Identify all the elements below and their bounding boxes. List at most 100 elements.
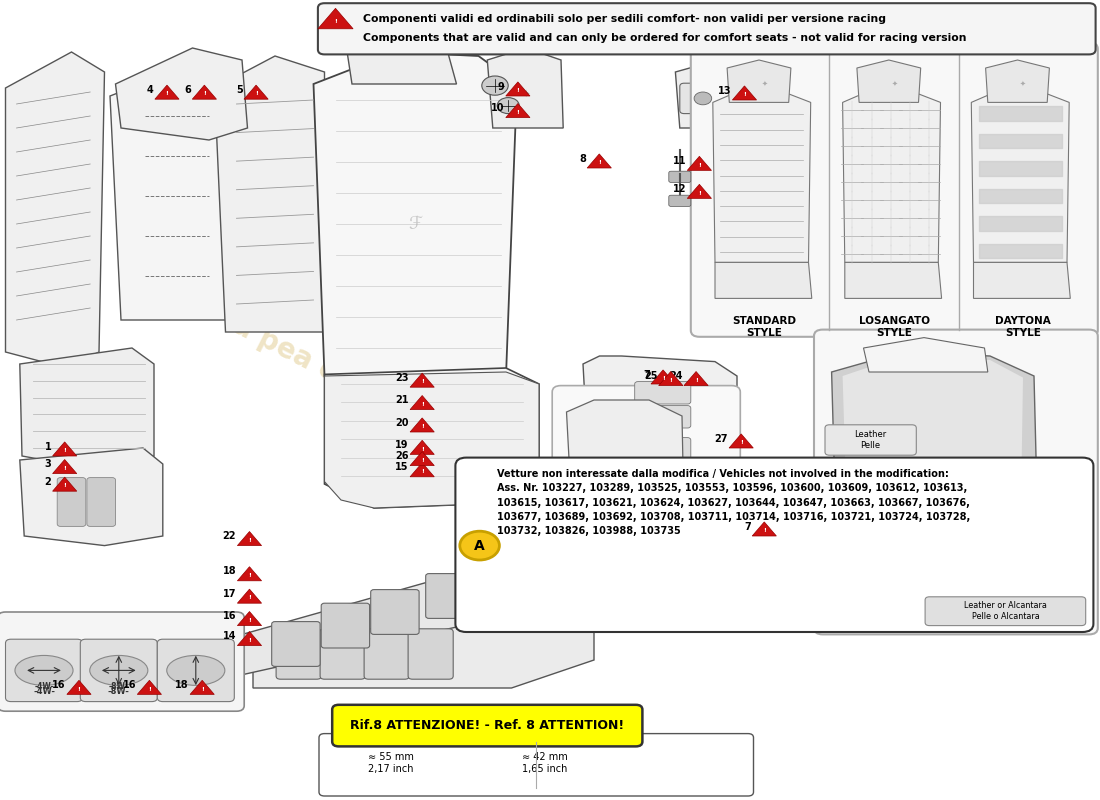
Polygon shape [410, 418, 435, 432]
Polygon shape [715, 262, 812, 298]
FancyBboxPatch shape [332, 705, 642, 746]
Text: 12: 12 [672, 184, 686, 194]
FancyBboxPatch shape [455, 458, 1093, 632]
Text: 20: 20 [395, 418, 409, 427]
FancyBboxPatch shape [635, 438, 691, 460]
Polygon shape [110, 64, 226, 320]
Text: 5: 5 [236, 85, 243, 95]
Text: !: ! [516, 88, 519, 93]
Text: -8W-: -8W- [108, 687, 130, 696]
Text: -4W-: -4W- [34, 682, 54, 691]
Text: 23: 23 [395, 373, 409, 383]
Polygon shape [727, 60, 791, 102]
Text: 3: 3 [45, 459, 52, 469]
Polygon shape [238, 531, 262, 546]
Text: Leather or Alcantara
Pelle o Alcantara: Leather or Alcantara Pelle o Alcantara [964, 602, 1047, 621]
FancyBboxPatch shape [814, 330, 1098, 634]
Text: !: ! [334, 18, 337, 23]
Text: !: ! [248, 618, 251, 622]
FancyBboxPatch shape [6, 639, 82, 702]
Text: !: ! [200, 686, 204, 691]
Polygon shape [843, 356, 1023, 520]
Polygon shape [864, 338, 988, 372]
Text: 14: 14 [222, 631, 236, 642]
Polygon shape [236, 560, 588, 676]
Polygon shape [253, 576, 594, 688]
Text: Leather
Pelle: Leather Pelle [854, 430, 887, 450]
Text: !: ! [248, 638, 251, 642]
Polygon shape [314, 52, 517, 376]
Polygon shape [238, 631, 262, 646]
Text: !: ! [739, 440, 742, 445]
Polygon shape [506, 103, 530, 118]
Text: 11: 11 [672, 156, 686, 166]
Text: -4W-: -4W- [33, 687, 55, 696]
Text: 15: 15 [395, 462, 409, 472]
Polygon shape [733, 86, 757, 100]
FancyBboxPatch shape [635, 406, 691, 428]
Text: !: ! [202, 91, 206, 96]
FancyBboxPatch shape [426, 574, 474, 618]
Ellipse shape [15, 655, 73, 686]
Text: DAYTONA
STYLE: DAYTONA STYLE [996, 316, 1050, 338]
Polygon shape [410, 395, 435, 410]
FancyBboxPatch shape [276, 629, 321, 679]
Text: !: ! [420, 379, 424, 384]
FancyBboxPatch shape [635, 494, 691, 516]
Text: -8W-: -8W- [109, 682, 129, 691]
Polygon shape [587, 154, 612, 168]
Polygon shape [238, 589, 262, 603]
Text: !: ! [697, 190, 701, 195]
Ellipse shape [167, 655, 224, 686]
Text: 24: 24 [669, 371, 683, 382]
Polygon shape [838, 586, 1036, 621]
Text: 8: 8 [579, 154, 586, 164]
Polygon shape [116, 48, 248, 140]
Text: ℱ: ℱ [409, 215, 422, 233]
Text: 26: 26 [395, 451, 409, 461]
Text: !: ! [669, 378, 672, 382]
FancyBboxPatch shape [318, 3, 1096, 54]
Polygon shape [20, 348, 154, 472]
FancyBboxPatch shape [925, 597, 1086, 626]
Ellipse shape [90, 655, 147, 686]
Polygon shape [506, 82, 530, 96]
Text: Vetture non interessate dalla modifica / Vehicles not involved in the modificati: Vetture non interessate dalla modifica /… [497, 469, 970, 536]
Text: !: ! [420, 446, 424, 451]
Text: !: ! [420, 424, 424, 429]
Text: ✦: ✦ [701, 95, 707, 105]
FancyBboxPatch shape [635, 382, 691, 404]
FancyBboxPatch shape [80, 639, 157, 702]
Text: ≈ 55 mm
2,17 inch: ≈ 55 mm 2,17 inch [367, 752, 414, 774]
Polygon shape [843, 82, 940, 262]
Text: 19: 19 [395, 440, 409, 450]
Text: 9: 9 [498, 82, 505, 92]
Text: !: ! [165, 91, 168, 96]
Polygon shape [986, 60, 1049, 102]
Circle shape [497, 98, 519, 114]
Polygon shape [974, 262, 1070, 298]
FancyBboxPatch shape [669, 171, 691, 182]
Polygon shape [318, 8, 353, 29]
Text: ✦: ✦ [521, 90, 530, 99]
Polygon shape [574, 522, 684, 564]
Circle shape [694, 92, 712, 105]
Polygon shape [729, 434, 754, 448]
Text: 4: 4 [147, 85, 154, 95]
FancyBboxPatch shape [57, 478, 86, 526]
Text: Components that are valid and can only be ordered for comfort seats - not valid : Components that are valid and can only b… [363, 34, 967, 43]
Polygon shape [192, 85, 217, 99]
Text: 6: 6 [185, 85, 191, 95]
Text: !: ! [694, 378, 697, 382]
Text: !: ! [63, 483, 66, 488]
FancyBboxPatch shape [319, 734, 754, 796]
Text: !: ! [420, 402, 424, 406]
Text: !: ! [697, 162, 701, 167]
Text: 25: 25 [644, 371, 658, 382]
Text: !: ! [597, 160, 601, 165]
Text: ≈ 42 mm
1,65 inch: ≈ 42 mm 1,65 inch [521, 752, 568, 774]
Text: 21: 21 [395, 395, 409, 405]
Polygon shape [566, 400, 684, 562]
FancyBboxPatch shape [635, 470, 691, 492]
Polygon shape [713, 82, 811, 262]
